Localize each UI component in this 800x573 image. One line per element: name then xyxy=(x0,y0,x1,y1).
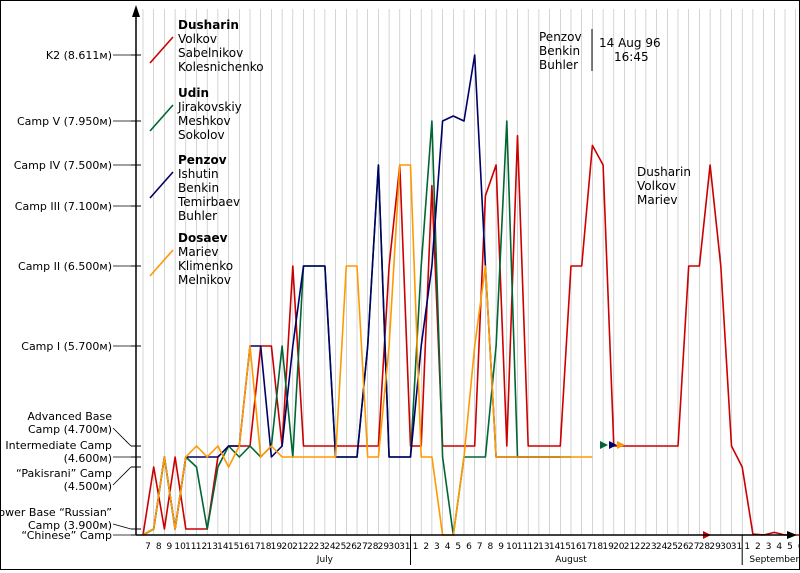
legend-member: Meshkov xyxy=(178,114,231,128)
y-tick-label: K2 (8.611м) xyxy=(46,49,112,62)
y-tick-label: Camp V (7.950м) xyxy=(17,115,112,128)
month-label: September xyxy=(749,555,799,565)
x-tick-label: 6 xyxy=(466,542,472,552)
legend-member: Benkin xyxy=(178,181,219,195)
legend-member: Ishutin xyxy=(178,167,219,181)
legend-member: Kolesnichenko xyxy=(178,60,264,74)
x-tick-label: 2 xyxy=(755,542,761,552)
x-tick-label: 1 xyxy=(744,542,750,552)
x-tick-label: 3 xyxy=(766,542,772,552)
camp4-annotation: Dusharin Volkov Mariev xyxy=(637,165,691,207)
legend-member: Buhler xyxy=(178,209,217,223)
grid xyxy=(143,9,799,535)
x-tick-label: 8 xyxy=(156,542,162,552)
y-tick-label: Advanced Base xyxy=(27,410,112,423)
x-tick-label: 4 xyxy=(776,542,782,552)
x-tick-label: 1 xyxy=(413,542,419,552)
x-tick-label: 2 xyxy=(423,542,429,552)
x-tick-label: 9 xyxy=(167,542,173,552)
y-label-connector xyxy=(113,428,131,446)
y-tick-label: Lower Base “Russian” xyxy=(1,506,112,519)
camp4-name-3: Mariev xyxy=(637,193,677,207)
x-tick-label: 5 xyxy=(455,542,461,552)
summit-date: 14 Aug 96 xyxy=(599,36,661,50)
y-label-connector xyxy=(113,467,131,485)
summit-name-2: Benkin xyxy=(539,44,580,58)
legend-member: Temirbaev xyxy=(177,195,240,209)
y-tick-label: “Pakisrani” Camp xyxy=(16,467,112,480)
series-end-arrow xyxy=(600,441,608,449)
summit-name-3: Buhler xyxy=(539,58,578,72)
summit-annotation: Penzov Benkin Buhler 14 Aug 96 16:45 xyxy=(539,29,661,72)
summit-time: 16:45 xyxy=(614,50,649,64)
x-tick-label: 3 xyxy=(434,542,440,552)
x-tick-label: 6 xyxy=(798,542,799,552)
y-tick-label: Intermediate Camp xyxy=(5,439,112,452)
y-label-connector xyxy=(113,524,131,529)
series-line xyxy=(143,136,799,535)
y-tick-label: Camp I (5.700м) xyxy=(21,340,112,353)
x-tick-label: 4 xyxy=(445,542,451,552)
legend-member: Klimenko xyxy=(178,259,233,273)
series-lines xyxy=(143,55,799,539)
legend-leader: Dosaev xyxy=(178,231,228,245)
legend-member: Volkov xyxy=(178,32,217,46)
x-tick-label: 7 xyxy=(145,542,151,552)
series-end-arrow xyxy=(617,441,625,449)
x-tick-label: 31 xyxy=(399,542,410,552)
y-tick-label-line2: Camp (4.700м) xyxy=(28,423,112,436)
legend-leader: Dusharin xyxy=(178,18,239,32)
y-tick-label-line2: (4.500м) xyxy=(64,480,112,493)
y-tick-label-line2: (4.600м) xyxy=(64,452,112,465)
x-tick-label: 8 xyxy=(488,542,494,552)
month-label: August xyxy=(555,555,587,565)
x-tick-label: 5 xyxy=(787,542,793,552)
x-tick-label: 9 xyxy=(498,542,504,552)
y-tick-label: Camp IV (7.500м) xyxy=(14,159,112,172)
y-tick-label: Camp III (7.100м) xyxy=(15,200,112,213)
x-tick-label: 31 xyxy=(731,542,742,552)
legend-member: Sabelnikov xyxy=(178,46,243,60)
y-tick-label: “Chinese” Camp xyxy=(21,529,112,542)
y-tick-label: Camp II (6.500м) xyxy=(18,260,112,273)
x-tick-label: 7 xyxy=(477,542,483,552)
legend-member: Sokolov xyxy=(178,128,225,142)
legend-leader: Penzov xyxy=(178,153,227,167)
month-label: July xyxy=(316,555,334,565)
legend-member: Jirakovskiy xyxy=(177,100,242,114)
y-axis-arrow xyxy=(132,5,140,17)
camp4-name-2: Volkov xyxy=(637,179,676,193)
camp4-name-1: Dusharin xyxy=(637,165,691,179)
legend-member: Mariev xyxy=(178,245,218,259)
legend-leader: Udin xyxy=(178,86,209,100)
summit-name-1: Penzov xyxy=(539,30,582,44)
y-tick-labels: K2 (8.611м) Camp V (7.950м) Camp IV (7.500… xyxy=(1,49,131,542)
legend-member: Melnikov xyxy=(178,273,231,287)
